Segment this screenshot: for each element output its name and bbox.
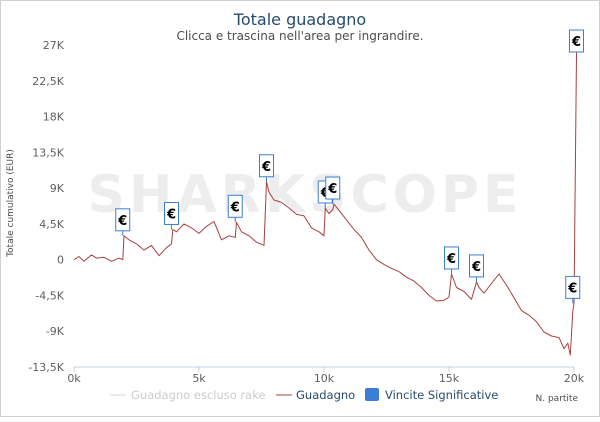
flag-box — [325, 176, 341, 200]
legend-item-vincite-significative[interactable]: Vincite Significative — [365, 388, 498, 402]
series-layer — [73, 52, 577, 356]
flag-euro-symbol: € — [261, 160, 271, 175]
flag-euro-symbol: € — [117, 214, 127, 229]
watermark-text: SHARKSCOPE — [87, 165, 522, 225]
y-tick-label: 9K — [50, 182, 65, 195]
significant-win-flag[interactable]: € — [164, 201, 179, 230]
significant-win-flag[interactable]: € — [444, 246, 459, 274]
flag-box — [259, 154, 274, 178]
significant-win-flag[interactable]: € — [115, 208, 131, 236]
x-tick-label: 15k — [439, 372, 460, 385]
legend: Guadagno escluso rake Guadagno Vincite S… — [110, 388, 498, 402]
chart-title: Totale guadagno — [233, 10, 366, 29]
significant-win-flag[interactable]: € — [469, 254, 484, 282]
flag-box — [227, 194, 243, 218]
flag-euro-symbol: € — [166, 207, 176, 222]
flag-box — [565, 275, 581, 299]
y-tick-label: 22,5K — [32, 75, 64, 88]
y-tick-label: -9K — [46, 325, 65, 338]
legend-label-guadagno-escluso-rake: Guadagno escluso rake — [131, 388, 266, 402]
significant-win-flag[interactable]: € — [259, 154, 274, 182]
y-tick-label: 27K — [43, 39, 65, 52]
legend-label-guadagno: Guadagno — [296, 388, 355, 402]
flag-box — [569, 29, 584, 53]
series-line-guadagno[interactable] — [73, 52, 577, 356]
significant-win-flag[interactable]: € — [227, 194, 243, 223]
significant-wins-layer: €€€€€€€€€€ — [115, 29, 584, 304]
legend-label-vincite-significative: Vincite Significative — [385, 388, 498, 402]
flag-euro-symbol: € — [327, 182, 337, 197]
flag-euro-symbol: € — [571, 35, 581, 50]
y-tick-label: 4,5K — [39, 218, 64, 231]
x-axis-ticks: 0k 5k 10k 15k 20k — [67, 367, 585, 385]
y-tick-label: 18K — [43, 111, 65, 124]
y-tick-label: 0 — [57, 254, 64, 267]
y-tick-label: -13,5K — [28, 361, 64, 374]
flag-euro-symbol: € — [320, 186, 330, 201]
legend-item-guadagno-escluso-rake[interactable]: Guadagno escluso rake — [110, 388, 266, 402]
y-axis-ticks: 27K 22,5K 18K 13,5K 9K 4,5K 0 -4,5K -9K -13,5K — [28, 39, 64, 374]
significant-win-flag[interactable]: € — [325, 176, 341, 205]
x-tick-label: 10k — [314, 372, 335, 385]
legend-swatch-vincite-significative — [365, 388, 379, 401]
flag-euro-symbol: € — [446, 252, 456, 267]
flag-box — [164, 201, 179, 225]
y-axis-label: Totale cumulativo (EUR) — [6, 149, 16, 258]
y-tick-label: -4,5K — [35, 289, 64, 302]
flag-box — [469, 254, 484, 278]
significant-win-flag[interactable]: € — [565, 275, 581, 304]
y-tick-label: 13,5K — [32, 146, 64, 159]
flag-euro-symbol: € — [471, 260, 481, 275]
chart-subtitle: Clicca e trascina nell'area per ingrandi… — [176, 29, 423, 43]
flag-euro-symbol: € — [567, 281, 577, 296]
flag-box — [115, 208, 131, 232]
x-tick-label: 0k — [67, 372, 81, 385]
legend-item-guadagno[interactable]: Guadagno — [276, 388, 355, 402]
x-axis-label: N. partite — [536, 394, 579, 404]
x-tick-label: 20k — [564, 372, 585, 385]
x-tick-label: 5k — [192, 372, 206, 385]
flag-euro-symbol: € — [230, 200, 240, 215]
significant-win-flag[interactable]: € — [569, 29, 584, 53]
flag-box — [444, 246, 459, 270]
watermark: SHARKSCOPE — [87, 165, 522, 225]
